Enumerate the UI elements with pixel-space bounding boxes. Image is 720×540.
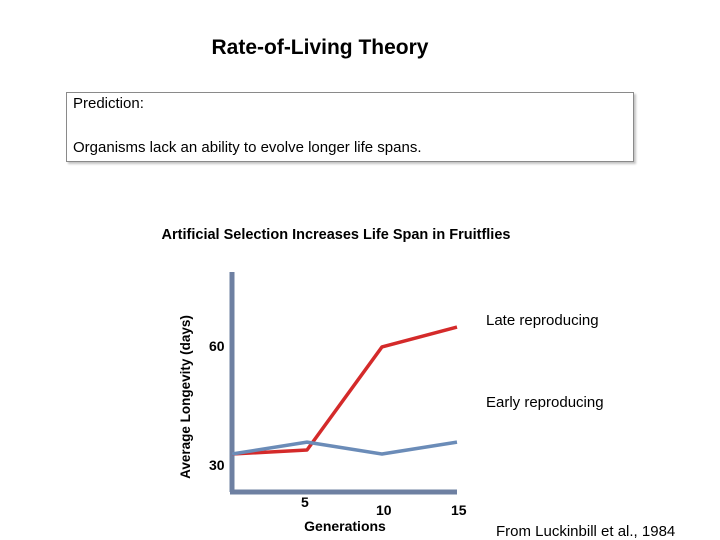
y-tick-label: 60	[209, 338, 225, 354]
y-tick-label: 30	[209, 457, 225, 473]
prediction-label: Prediction:	[73, 95, 144, 112]
x-tick-label: 10	[376, 502, 392, 518]
y-axis-label: Average Longevity (days)	[178, 315, 193, 479]
x-axis-label: Generations	[304, 518, 386, 534]
prediction-text: Organisms lack an ability to evolve long…	[73, 139, 422, 156]
chart-title: Artificial Selection Increases Life Span…	[162, 227, 511, 243]
x-tick-label: 5	[301, 494, 309, 510]
source-credit: From Luckinbill et al., 1984	[496, 523, 675, 540]
x-tick-labels: 5 10 15	[301, 494, 467, 518]
legend-early-reproducing: Early reproducing	[486, 394, 604, 411]
series-line-late-reproducing	[231, 325, 458, 456]
slide-title: Rate-of-Living Theory	[211, 36, 429, 59]
x-tick-label: 15	[451, 502, 467, 518]
prediction-box: Prediction: Organisms lack an ability to…	[66, 92, 634, 162]
y-tick-labels: 30 60	[209, 338, 225, 473]
legend-late-reproducing: Late reproducing	[486, 312, 599, 329]
series-line-early-reproducing	[231, 440, 458, 456]
